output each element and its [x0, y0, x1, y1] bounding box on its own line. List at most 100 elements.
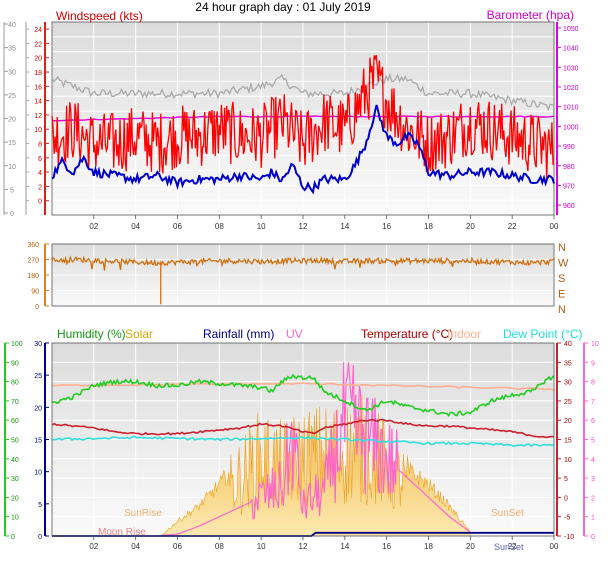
y-tick-label: 40: [564, 341, 572, 348]
y-tick-label: 10: [34, 470, 42, 477]
y-tick-label: 0: [11, 534, 15, 541]
y-tick-label: 1050: [563, 26, 579, 33]
compass-label: N: [558, 242, 566, 254]
y-tick-label: 1: [591, 515, 595, 522]
y-tick-label: 3: [591, 476, 595, 483]
compass-label: W: [558, 258, 569, 270]
y-tick-label: 90: [11, 360, 19, 367]
dewpoint-label: Dew Point (°C): [503, 327, 582, 341]
uv-line: [156, 362, 471, 537]
wind-direction-line: [51, 255, 555, 271]
y-tick-label: 18: [34, 70, 42, 77]
y-tick-label: 15: [564, 438, 572, 445]
y-tick-label: 980: [563, 164, 575, 171]
multi-panel: 02 04 06 08 10 12 14 16 18 20 22 000102030405060708…: [4, 327, 599, 552]
x-tick-label: 16: [382, 222, 391, 231]
uv-label: UV: [286, 327, 303, 341]
graph-title: 24 hour graph day : 01 July 2019: [195, 0, 371, 14]
x-tick-label: 00: [550, 542, 559, 551]
y-tick-label: 5: [38, 502, 42, 509]
x-tick-label: 08: [215, 222, 224, 231]
y-tick-label: 20: [564, 418, 572, 425]
temperature-line: [51, 418, 555, 439]
solar-area: [160, 394, 471, 537]
x-tick-label: 16: [382, 542, 391, 551]
y-tick-label: 5: [564, 476, 568, 483]
compass-label: E: [558, 289, 565, 301]
y-tick-label: 20: [8, 117, 16, 124]
x-tick-label: 08: [215, 542, 224, 551]
y-tick-label: 40: [8, 22, 16, 29]
x-tick-label: 04: [131, 222, 140, 231]
y-tick-label: 12: [34, 113, 42, 120]
baro-secondary-line: [51, 72, 555, 112]
y-tick-label: 4: [38, 170, 42, 177]
barometer-label: Barometer (hpa): [487, 8, 574, 22]
x-tick-label: 18: [424, 222, 433, 231]
moonrise-annotation: Moon Rise: [98, 527, 146, 538]
indoor-label: Indoor: [447, 327, 481, 341]
y-tick-label: 990: [563, 144, 575, 151]
x-tick-label: 10: [257, 542, 266, 551]
y-tick-label: 8: [591, 380, 595, 387]
rainfall-label: Rainfall (mm): [203, 327, 274, 341]
y-tick-label: 360: [27, 242, 39, 249]
y-tick-label: 100: [11, 341, 23, 348]
sunset-annotation: SunSet: [491, 508, 524, 519]
y-tick-label: 90: [31, 289, 39, 296]
y-tick-label: 180: [27, 273, 39, 280]
y-tick-label: 7: [591, 399, 595, 406]
y-tick-label: 5: [591, 438, 595, 445]
y-tick-label: 2: [591, 495, 595, 502]
y-tick-label: 30: [34, 341, 42, 348]
x-tick-label: 12: [299, 542, 308, 551]
y-tick-label: 10: [11, 515, 19, 522]
y-tick-label: 2: [38, 184, 42, 191]
y-tick-label: 960: [563, 203, 575, 210]
y-tick-label: 0: [10, 211, 14, 218]
y-tick-label: 6: [38, 156, 42, 163]
x-tick-label: 02: [89, 542, 98, 551]
x-tick-label: 10: [257, 222, 266, 231]
y-tick-label: 30: [564, 380, 572, 387]
y-tick-label: 25: [8, 93, 16, 100]
y-tick-label: 16: [34, 84, 42, 91]
y-tick-label: 10: [34, 127, 42, 134]
temperature-label: Temperature (°C): [361, 327, 453, 341]
y-tick-label: 10: [8, 164, 16, 171]
y-tick-label: 30: [11, 476, 19, 483]
y-tick-label: 15: [34, 438, 42, 445]
y-tick-label: 35: [564, 360, 572, 367]
y-tick-label: 10: [591, 341, 599, 348]
y-tick-label: -10: [564, 534, 574, 541]
humidity-line: [51, 373, 555, 418]
y-tick-label: 40: [11, 457, 19, 464]
x-tick-label: 14: [340, 222, 349, 231]
wind-baro-panel: 02 04 06 08 10 12 14 16 18 20 22 000510152025303540…: [3, 8, 579, 231]
y-tick-label: 270: [27, 258, 39, 265]
y-tick-label: 1010: [563, 105, 579, 112]
y-tick-label: 80: [11, 380, 19, 387]
y-tick-label: 25: [34, 373, 42, 380]
x-tick-label: 04: [131, 542, 140, 551]
y-tick-label: 0: [35, 304, 39, 311]
y-tick-label: 6: [591, 418, 595, 425]
x-tick-label: 20: [466, 542, 475, 551]
x-tick-label: 14: [340, 542, 349, 551]
y-tick-label: 0: [38, 534, 42, 541]
y-tick-label: 20: [34, 405, 42, 412]
compass-label: S: [558, 273, 565, 285]
x-tick-label: 20: [466, 222, 475, 231]
windspeed-label: Windspeed (kts): [56, 9, 143, 23]
y-tick-label: 30: [8, 69, 16, 76]
y-tick-label: 4: [591, 457, 595, 464]
x-tick-label: 02: [89, 222, 98, 231]
y-tick-label: 0: [38, 199, 42, 206]
x-tick-label: 12: [299, 222, 308, 231]
y-tick-label: 970: [563, 183, 575, 190]
y-tick-label: 50: [11, 438, 19, 445]
y-tick-label: 0: [564, 495, 568, 502]
wind-average-line: [51, 104, 555, 195]
